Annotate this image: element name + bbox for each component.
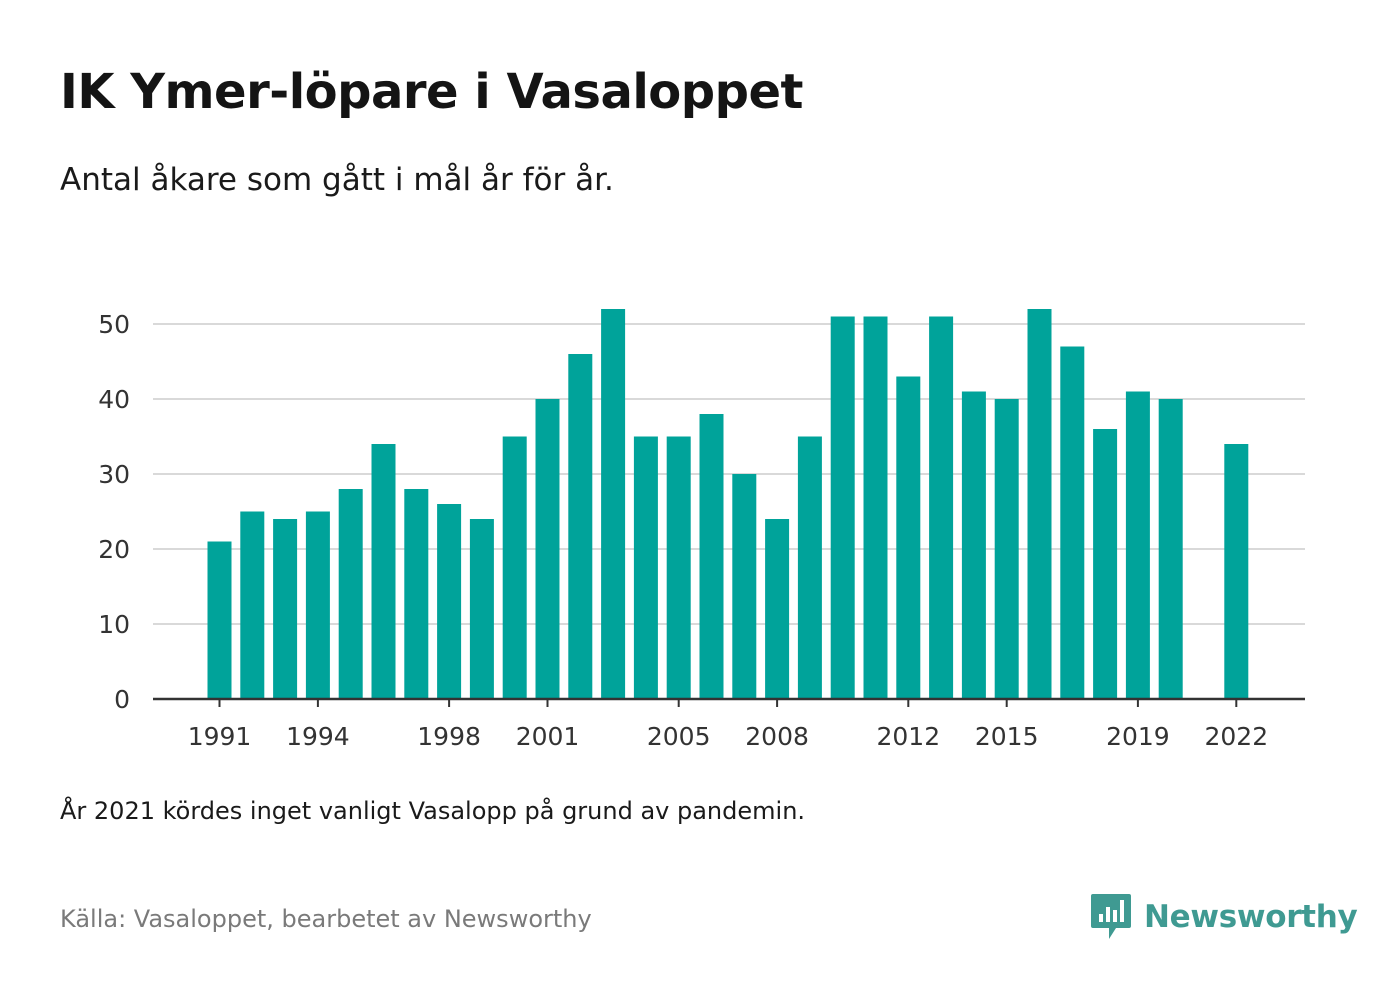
footnote: År 2021 kördes inget vanligt Vasalopp på… [60, 797, 806, 825]
bar [305, 511, 330, 699]
brand-logo: Newsworthy [1090, 892, 1358, 942]
bar [404, 489, 429, 699]
x-tick-label: 2019 [1106, 722, 1170, 751]
bar [633, 436, 658, 699]
bar [338, 489, 363, 699]
bar [1125, 391, 1150, 699]
bar [1224, 444, 1249, 699]
y-tick-label: 20 [98, 535, 130, 564]
chart-subtitle: Antal åkare som gått i mål år för år. [60, 162, 614, 198]
bar [469, 519, 494, 699]
brand-name: Newsworthy [1144, 899, 1358, 935]
x-tick-label: 2008 [745, 722, 809, 751]
y-tick-label: 50 [98, 310, 130, 339]
bar [765, 519, 790, 699]
bar [666, 436, 691, 699]
x-tick-label: 2022 [1204, 722, 1268, 751]
bar [830, 316, 855, 699]
bar [568, 354, 593, 699]
bar [797, 436, 822, 699]
source-text: Källa: Vasaloppet, bearbetet av Newswort… [60, 905, 592, 933]
y-tick-label: 40 [98, 385, 130, 414]
bar [240, 511, 265, 699]
y-tick-label: 0 [114, 685, 130, 714]
bar [371, 444, 396, 699]
bar [1093, 429, 1118, 699]
x-tick-label: 1994 [286, 722, 350, 751]
x-tick-label: 1991 [188, 722, 252, 751]
bar [207, 541, 232, 699]
x-tick-label: 1998 [417, 722, 481, 751]
y-tick-label: 30 [98, 460, 130, 489]
x-tick-label: 2001 [516, 722, 580, 751]
bar [437, 504, 462, 699]
y-tick-label: 10 [98, 610, 130, 639]
bar [1027, 309, 1052, 699]
bar [896, 376, 921, 699]
x-tick-label: 2005 [647, 722, 711, 751]
bar [961, 391, 986, 699]
bar [994, 399, 1019, 699]
bar [699, 414, 724, 699]
bar [1060, 346, 1085, 699]
bar [732, 474, 757, 699]
bar [863, 316, 888, 699]
chart-title: IK Ymer-löpare i Vasaloppet [60, 64, 804, 120]
x-tick-label: 2015 [975, 722, 1039, 751]
bar [601, 309, 626, 699]
bar [1158, 399, 1183, 699]
bar [535, 399, 560, 699]
x-tick-label: 2012 [876, 722, 940, 751]
bar [273, 519, 298, 699]
newsworthy-logo-icon [1091, 894, 1131, 939]
bar [502, 436, 527, 699]
bar [929, 316, 954, 699]
